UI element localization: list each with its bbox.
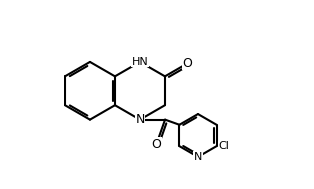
Text: HN: HN <box>132 57 148 67</box>
Text: Cl: Cl <box>219 141 230 151</box>
Text: O: O <box>182 57 192 70</box>
Text: N: N <box>135 113 145 126</box>
Text: N: N <box>194 152 202 162</box>
Text: O: O <box>151 138 161 151</box>
